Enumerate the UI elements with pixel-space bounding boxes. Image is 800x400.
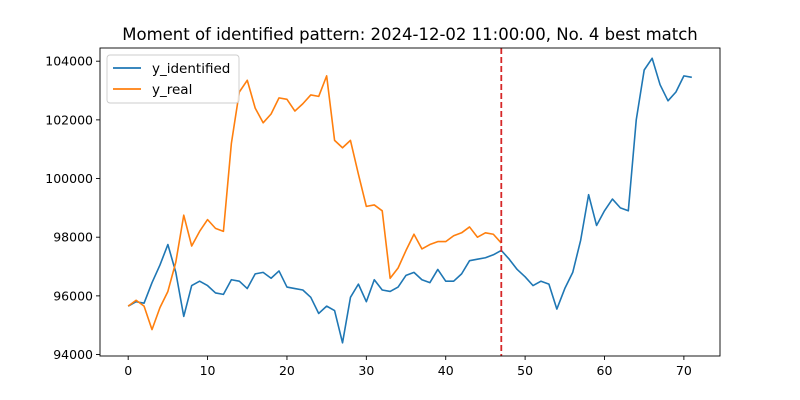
x-tick-label: 10 (200, 363, 216, 378)
x-tick-label: 30 (358, 363, 374, 378)
y-tick-label: 102000 (45, 112, 93, 127)
series-line-y-real (127, 75, 502, 331)
y-tick-label: 98000 (53, 230, 93, 245)
series-line-y-identified (127, 57, 692, 344)
legend-label-y-real: y_real (152, 82, 192, 98)
x-tick-label: 70 (676, 363, 692, 378)
legend-box (106, 54, 240, 104)
x-tick-label: 60 (597, 363, 613, 378)
x-tick-label: 40 (438, 363, 454, 378)
legend-label-y-identified: y_identified (152, 61, 230, 77)
y-tick-label: 96000 (53, 288, 93, 303)
x-tick-label: 50 (517, 363, 533, 378)
x-tick-label: 20 (279, 363, 295, 378)
y-tick-label: 104000 (45, 54, 93, 69)
y-tick-label: 94000 (53, 347, 93, 362)
x-tick-label: 0 (124, 363, 132, 378)
chart-title: Moment of identified pattern: 2024-12-02… (122, 25, 698, 44)
plot-frame (99, 47, 721, 357)
y-tick-label: 100000 (45, 171, 93, 186)
